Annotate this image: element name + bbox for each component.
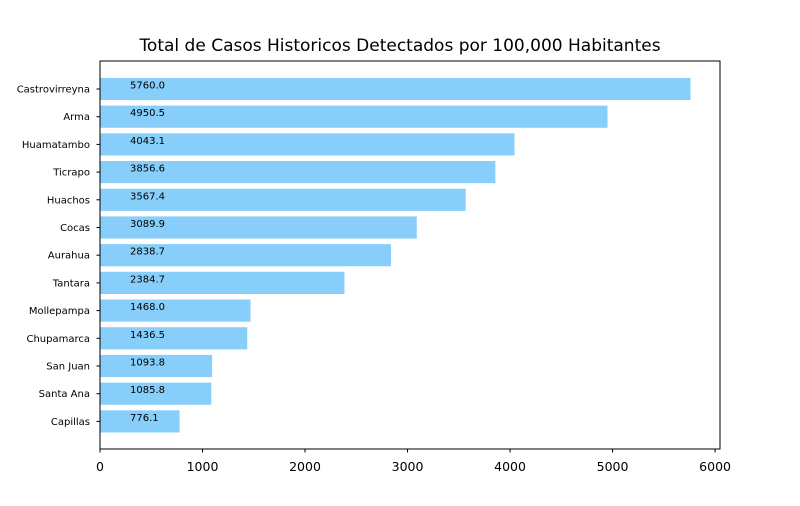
data-label-10: 1093.8 xyxy=(130,358,165,369)
data-labels-layer: 5760.0 4950.5 4043.1 3856.6 3567.4 3089.9 2838… xyxy=(130,81,165,424)
data-label-11: 1085.8 xyxy=(130,385,165,396)
chart-title: Total de Casos Historicos Detectados por… xyxy=(138,36,660,56)
bar-9 xyxy=(100,327,248,350)
bar-7 xyxy=(100,271,345,294)
category-label-2: Huamatambo xyxy=(22,140,90,151)
bars-layer xyxy=(100,77,691,433)
bar-10 xyxy=(100,354,213,378)
category-label-12: Capillas xyxy=(51,417,90,428)
x-axis: 0 1000 2000 3000 4000 5000 6000 xyxy=(96,449,731,474)
x-tick-label-1: 1000 xyxy=(187,459,219,474)
data-label-1: 4950.5 xyxy=(130,108,165,119)
category-label-3: Ticrapo xyxy=(52,168,90,179)
bar-11 xyxy=(100,382,212,405)
bar-4 xyxy=(100,188,466,211)
data-label-6: 2838.7 xyxy=(130,247,165,258)
bar-0 xyxy=(100,77,691,101)
data-label-7: 2384.7 xyxy=(130,274,165,285)
category-label-1: Arma xyxy=(63,112,90,123)
category-label-10: San Juan xyxy=(46,362,90,373)
data-label-0: 5760.0 xyxy=(130,81,165,92)
bar-6 xyxy=(100,244,392,267)
bar-3 xyxy=(100,161,496,184)
data-label-9: 1436.5 xyxy=(130,330,165,341)
data-label-2: 4043.1 xyxy=(130,136,165,147)
data-label-12: 776.1 xyxy=(130,413,159,424)
category-label-5: Cocas xyxy=(60,223,90,234)
x-tick-label-5: 5000 xyxy=(597,459,629,474)
data-label-8: 1468.0 xyxy=(130,302,165,313)
x-tick-label-6: 6000 xyxy=(699,459,731,474)
y-axis: Castrovirreyna Arma Huamatambo Ticrapo Huach… xyxy=(17,85,100,428)
bar-12 xyxy=(100,410,180,433)
category-label-4: Huachos xyxy=(47,195,90,206)
bar-1 xyxy=(100,105,608,128)
bar-5 xyxy=(100,216,417,239)
category-label-11: Santa Ana xyxy=(39,389,90,400)
category-label-7: Tantara xyxy=(52,278,90,289)
category-label-0: Castrovirreyna xyxy=(17,85,90,96)
x-tick-label-0: 0 xyxy=(96,459,104,474)
data-label-3: 3856.6 xyxy=(130,164,165,175)
category-label-9: Chupamarca xyxy=(26,334,90,345)
bar-8 xyxy=(100,299,251,322)
category-label-6: Aurahua xyxy=(48,251,90,262)
bar-2 xyxy=(100,133,515,156)
category-label-8: Mollepampa xyxy=(29,306,90,317)
x-tick-label-4: 4000 xyxy=(494,459,526,474)
x-tick-label-3: 3000 xyxy=(392,459,424,474)
x-tick-label-2: 2000 xyxy=(289,459,321,474)
data-label-4: 3567.4 xyxy=(130,191,165,202)
data-label-5: 3089.9 xyxy=(130,219,165,230)
